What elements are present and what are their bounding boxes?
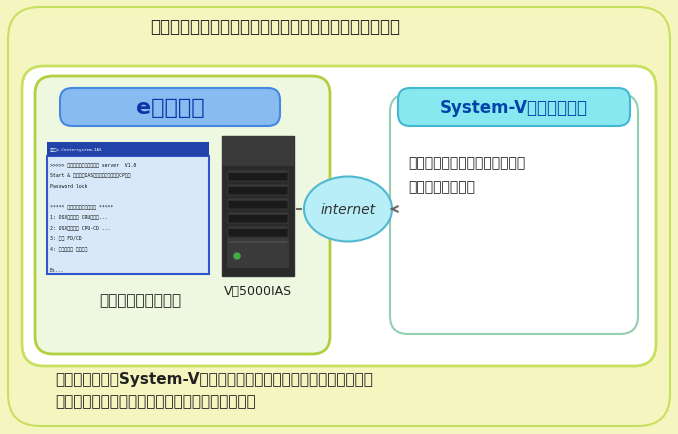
Text: 4: プロセッサ 接続確認: 4: プロセッサ 接続確認 bbox=[50, 247, 87, 251]
FancyBboxPatch shape bbox=[228, 171, 288, 181]
Text: 2: OSXサーバー CPU-CD ...: 2: OSXサーバー CPU-CD ... bbox=[50, 226, 111, 230]
Text: ・必要更新の通知: ・必要更新の通知 bbox=[408, 180, 475, 194]
Text: ***** 更新品を確認してます *****: ***** 更新品を確認してます ***** bbox=[50, 204, 113, 210]
Text: V－5000IAS: V－5000IAS bbox=[224, 284, 292, 297]
Text: あとはダウンロードを実行するだけの簡単作業。: あとはダウンロードを実行するだけの簡単作業。 bbox=[55, 394, 256, 408]
Text: e－事務所: e－事務所 bbox=[136, 98, 204, 118]
FancyBboxPatch shape bbox=[398, 89, 630, 127]
FancyBboxPatch shape bbox=[228, 227, 288, 237]
FancyBboxPatch shape bbox=[47, 157, 209, 274]
FancyBboxPatch shape bbox=[222, 137, 294, 276]
FancyBboxPatch shape bbox=[22, 67, 656, 366]
Text: System-V更新センター: System-V更新センター bbox=[440, 99, 588, 117]
Text: 必要な更新は、System-V更新センターから自動通知されますので、: 必要な更新は、System-V更新センターから自動通知されますので、 bbox=[55, 372, 373, 387]
FancyBboxPatch shape bbox=[228, 186, 288, 196]
Text: Password lock: Password lock bbox=[50, 184, 87, 188]
Text: ・最新アプリケーションの確認: ・最新アプリケーションの確認 bbox=[408, 156, 525, 170]
FancyBboxPatch shape bbox=[228, 200, 288, 210]
FancyBboxPatch shape bbox=[228, 214, 288, 224]
FancyBboxPatch shape bbox=[222, 137, 294, 167]
FancyBboxPatch shape bbox=[35, 77, 330, 354]
Text: ダウンロードを実行: ダウンロードを実行 bbox=[99, 293, 181, 307]
FancyBboxPatch shape bbox=[8, 8, 670, 426]
Text: internet: internet bbox=[321, 203, 376, 217]
Text: 1: OSXサーバー CRUテスト...: 1: OSXサーバー CRUテスト... bbox=[50, 215, 108, 220]
FancyBboxPatch shape bbox=[47, 143, 209, 157]
Ellipse shape bbox=[304, 177, 392, 242]
FancyBboxPatch shape bbox=[390, 95, 638, 334]
Text: Start & ベクターIASサーバーを設定してCPたか: Start & ベクターIASサーバーを設定してCPたか bbox=[50, 173, 130, 178]
FancyBboxPatch shape bbox=[227, 238, 289, 268]
Text: >>>>> プログラム更新センター server  V1.0: >>>>> プログラム更新センター server V1.0 bbox=[50, 163, 136, 168]
Text: 画面＿v-Centersystem-IAS: 画面＿v-Centersystem-IAS bbox=[50, 148, 102, 151]
Text: Es...: Es... bbox=[50, 267, 64, 273]
Circle shape bbox=[234, 253, 240, 260]
Text: 3: 設定 FD/CD: 3: 設定 FD/CD bbox=[50, 236, 81, 241]
Text: 法改正などの更新作業はオンラインで簡単に行えます。: 法改正などの更新作業はオンラインで簡単に行えます。 bbox=[150, 18, 400, 36]
FancyBboxPatch shape bbox=[60, 89, 280, 127]
FancyBboxPatch shape bbox=[228, 241, 288, 251]
